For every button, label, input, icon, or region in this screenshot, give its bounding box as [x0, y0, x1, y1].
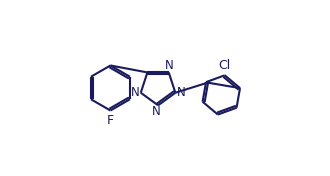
Text: F: F — [107, 114, 114, 127]
Text: Cl: Cl — [218, 59, 230, 72]
Text: N: N — [177, 86, 185, 99]
Text: N: N — [152, 105, 161, 118]
Text: N: N — [131, 86, 140, 99]
Text: N: N — [165, 59, 174, 72]
